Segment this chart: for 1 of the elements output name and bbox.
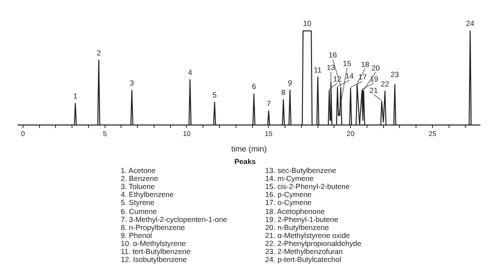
x-axis-title: time (min) (231, 144, 268, 154)
